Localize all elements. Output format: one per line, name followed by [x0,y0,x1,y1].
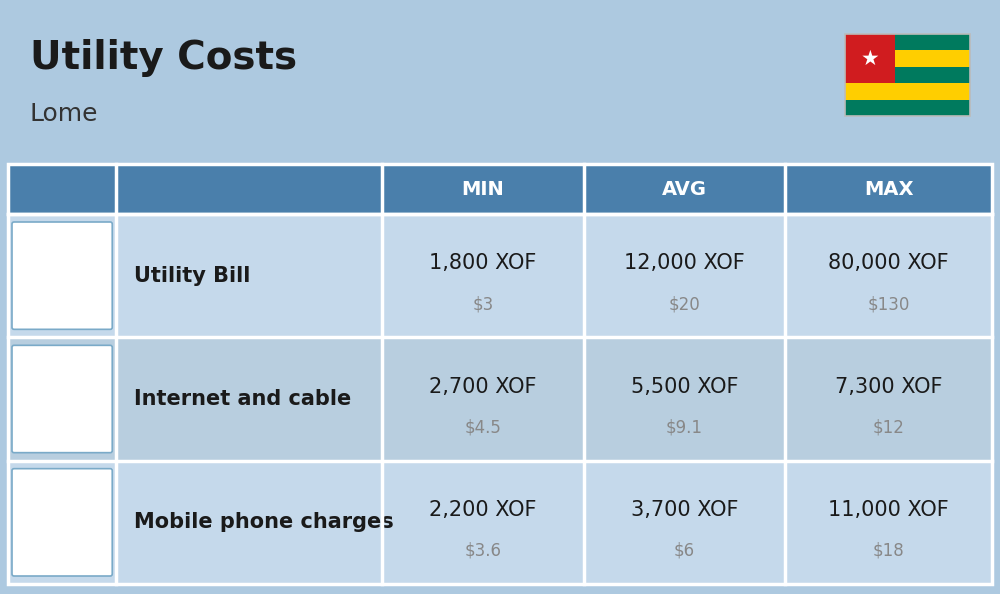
Text: 1,800 XOF: 1,800 XOF [429,253,536,273]
Text: 5,500 XOF: 5,500 XOF [631,377,738,397]
Text: $3.6: $3.6 [464,542,501,560]
FancyBboxPatch shape [8,214,992,337]
FancyBboxPatch shape [845,67,970,83]
FancyBboxPatch shape [8,164,992,214]
Text: $130: $130 [867,295,910,313]
FancyBboxPatch shape [8,337,992,461]
Text: Internet and cable: Internet and cable [134,389,351,409]
FancyBboxPatch shape [12,469,112,576]
Text: $4.5: $4.5 [464,418,501,437]
Text: $18: $18 [873,542,905,560]
FancyBboxPatch shape [845,50,970,67]
FancyBboxPatch shape [845,83,970,100]
FancyBboxPatch shape [8,461,992,584]
Text: 80,000 XOF: 80,000 XOF [828,253,949,273]
Text: 11,000 XOF: 11,000 XOF [828,500,949,520]
Text: 12,000 XOF: 12,000 XOF [624,253,745,273]
FancyBboxPatch shape [845,100,970,116]
Text: Mobile phone charges: Mobile phone charges [134,513,394,532]
Text: $3: $3 [472,295,493,313]
Text: 3,700 XOF: 3,700 XOF [631,500,738,520]
Text: $12: $12 [873,418,905,437]
Text: MIN: MIN [461,179,504,198]
Text: 2,200 XOF: 2,200 XOF [429,500,537,520]
FancyBboxPatch shape [845,34,895,83]
Text: MAX: MAX [864,179,913,198]
Text: $20: $20 [669,295,700,313]
Text: 2,700 XOF: 2,700 XOF [429,377,537,397]
Text: $6: $6 [674,542,695,560]
Text: Lome: Lome [30,102,98,126]
Text: AVG: AVG [662,179,707,198]
Text: $9.1: $9.1 [666,418,703,437]
FancyBboxPatch shape [845,34,970,50]
Text: 7,300 XOF: 7,300 XOF [835,377,942,397]
FancyBboxPatch shape [12,222,112,329]
Text: Utility Bill: Utility Bill [134,266,251,286]
Text: Utility Costs: Utility Costs [30,39,297,77]
FancyBboxPatch shape [12,345,112,453]
Text: ★: ★ [861,49,879,68]
